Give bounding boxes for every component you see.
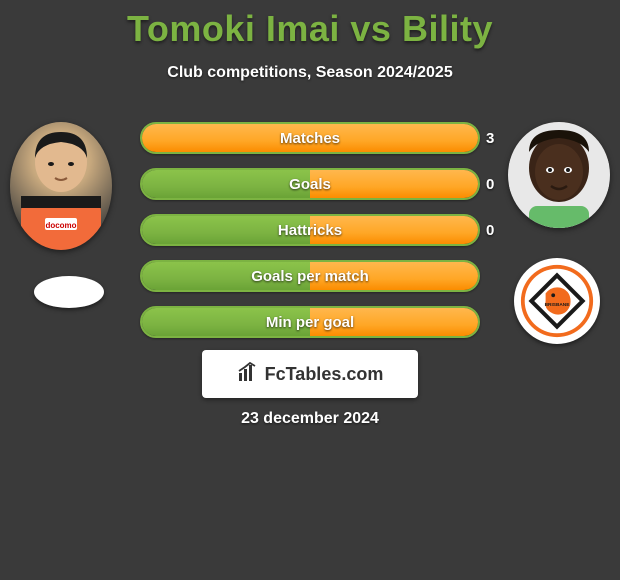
stat-label: Hattricks	[142, 216, 478, 244]
stat-value-right: 0	[486, 170, 506, 198]
club-right-badge: BRISBANE	[514, 258, 600, 344]
stat-row: Min per goal	[140, 306, 480, 338]
subtitle: Club competitions, Season 2024/2025	[0, 64, 620, 82]
date-label: 23 december 2024	[0, 410, 620, 428]
club-left-badge	[34, 276, 104, 308]
stat-row: Hattricks0	[140, 214, 480, 246]
chart-icon	[237, 361, 259, 388]
stats-area: Matches3 Goals0 Hattricks0 Goals per match M…	[140, 122, 480, 352]
svg-text:BRISBANE: BRISBANE	[545, 302, 570, 308]
player-right-avatar	[508, 122, 610, 228]
player-left-avatar: docomo	[10, 122, 112, 250]
stat-label: Goals	[142, 170, 478, 198]
stat-label: Matches	[142, 124, 478, 152]
stat-row: Goals per match	[140, 260, 480, 292]
svg-text:docomo: docomo	[45, 221, 76, 230]
stat-row: Goals0	[140, 168, 480, 200]
stat-label: Min per goal	[142, 308, 478, 336]
page-title: Tomoki Imai vs Bility	[0, 0, 620, 50]
stat-value-right: 3	[486, 124, 506, 152]
stat-label: Goals per match	[142, 262, 478, 290]
stat-value-right: 0	[486, 216, 506, 244]
brand-badge[interactable]: FcTables.com	[202, 350, 418, 398]
stat-row: Matches3	[140, 122, 480, 154]
brand-text: FcTables.com	[265, 364, 384, 385]
